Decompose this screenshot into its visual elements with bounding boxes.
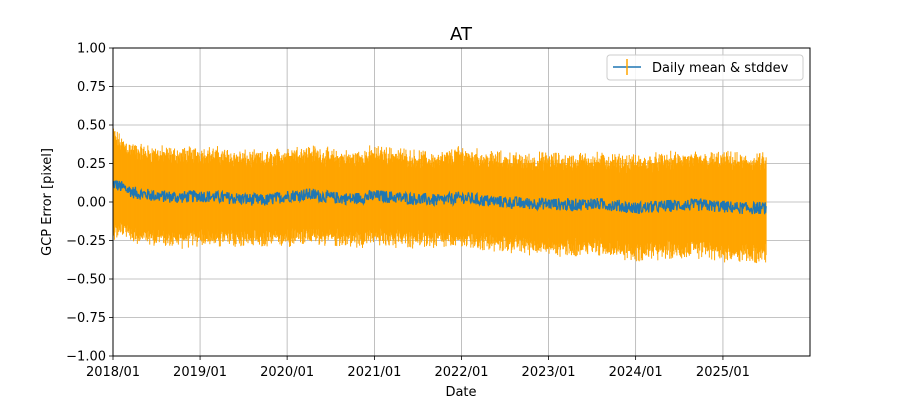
y-tick-label: 0.50 [77,119,106,134]
x-axis-ticks: 2018/01 2019/01 2020/01 2021/01 2022/01 2023/… [86,356,750,380]
x-tick-label: 2022/01 [434,365,488,380]
legend-label: Daily mean & stddev [652,61,789,76]
y-tick-label: 0.25 [77,157,106,172]
y-axis-label: GCP Error [pixel] [40,148,55,256]
y-tick-label: 1.00 [77,42,106,57]
mean-line-series [112,179,767,215]
x-tick-label: 2020/01 [260,365,314,380]
chart-title: AT [450,24,473,45]
y-tick-label: −0.75 [66,311,106,326]
x-tick-label: 2021/01 [347,365,401,380]
y-tick-label: 0.75 [77,80,106,95]
y-tick-label: 0.00 [77,196,106,211]
x-axis-label: Date [445,385,476,400]
mean-line [112,179,767,215]
x-tick-label: 2023/01 [522,365,576,380]
y-axis-ticks: 1.00 0.75 0.50 0.25 0.00 −0.25 −0.50 −0.75 −1.00 [66,42,113,365]
x-tick-label: 2018/01 [86,365,140,380]
y-tick-label: −0.50 [66,273,106,288]
legend: Daily mean & stddev [606,54,804,81]
legend-box [606,54,804,81]
x-tick-label: 2019/01 [173,365,227,380]
x-tick-label: 2024/01 [609,365,663,380]
y-tick-label: −1.00 [66,350,106,365]
x-tick-label: 2025/01 [696,365,750,380]
y-tick-label: −0.25 [66,234,106,249]
